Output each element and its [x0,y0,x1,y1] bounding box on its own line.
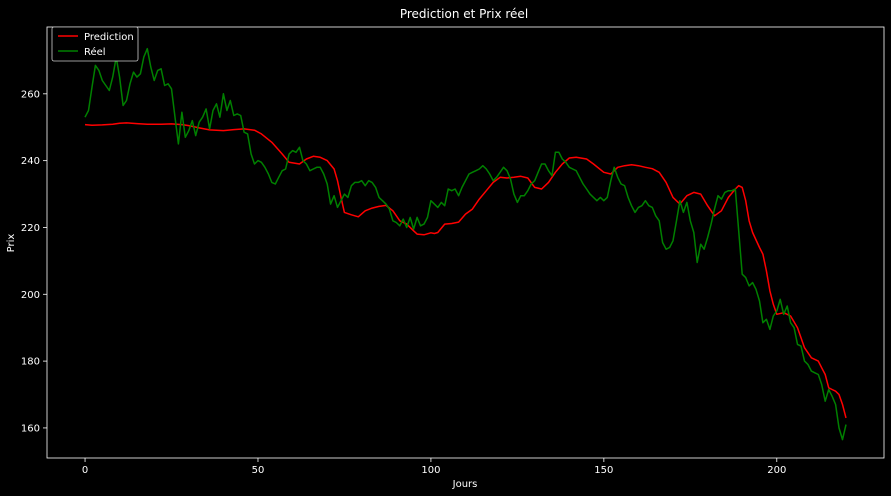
y-tick-label: 200 [21,290,40,301]
y-tick-label: 160 [21,423,40,434]
x-axis-label: Jours [452,479,478,490]
legend: Prediction Réel [51,26,139,62]
y-tick-label: 220 [21,223,40,234]
x-tick-label: 200 [767,465,786,476]
series-lines [84,47,847,441]
plot-frame [46,26,885,459]
x-axis-ticks: 0 50 100 150 200 [82,458,786,476]
x-tick-label: 150 [594,465,613,476]
chart-title: Prediction et Prix réel [400,7,528,21]
y-tick-label: 240 [21,156,40,167]
legend-label-prediction: Prediction [84,32,134,43]
x-tick-label: 0 [82,465,88,476]
x-tick-label: 50 [252,465,265,476]
y-tick-label: 180 [21,357,40,368]
y-axis-label: Prix [6,234,17,253]
x-tick-label: 100 [421,465,440,476]
series-line-prediction [84,122,847,419]
series-line-reel [84,47,847,441]
y-axis-ticks: 160 180 200 220 240 260 [21,89,47,434]
y-tick-label: 260 [21,89,40,100]
legend-label-reel: Réel [84,46,106,58]
